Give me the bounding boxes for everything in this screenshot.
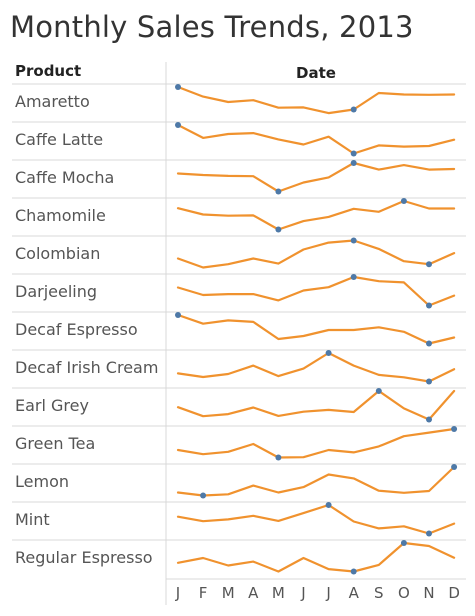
row-label: Green Tea [15,434,96,453]
extreme-marker [426,530,432,537]
x-tick-label: O [398,584,410,602]
row-label: Decaf Irish Cream [15,358,159,377]
chart-title: Monthly Sales Trends, 2013 [10,10,414,44]
extreme-marker [275,188,282,195]
x-tick-label: J [175,584,180,602]
x-tick-label: M [222,584,235,602]
extreme-marker [325,350,332,356]
row-label: Lemon [15,472,69,491]
extreme-marker [175,84,181,90]
extreme-marker [350,568,357,575]
x-tick-label: D [448,584,460,602]
row-label: Colombian [15,244,101,263]
extreme-marker [350,150,357,157]
row-label: Caffe Latte [15,130,104,149]
extreme-marker [350,160,357,166]
extreme-marker [426,302,432,309]
series-line [176,541,456,573]
column-header: Date [296,64,336,82]
extreme-marker [400,540,407,546]
series-line [176,503,456,535]
series-line [176,239,456,269]
extreme-marker [451,464,458,470]
x-tick-label: N [423,584,434,602]
series-line [176,123,456,155]
extreme-marker [426,378,432,385]
extreme-marker [200,492,207,499]
series-line [176,351,456,383]
row-label: Darjeeling [15,282,98,301]
row-label: Caffe Mocha [15,168,115,187]
x-tick-label: A [248,584,259,602]
extreme-marker [350,106,357,113]
row-label: Mint [15,510,50,529]
series-line [176,389,456,421]
row-header: Product [15,62,82,80]
row-label: Earl Grey [15,396,89,415]
row-label: Chamomile [15,206,106,225]
extreme-marker [400,198,407,204]
series-line [176,427,456,459]
series-line [176,313,456,345]
series-line [176,275,456,307]
extreme-marker [375,388,382,394]
extreme-marker [175,312,181,318]
extreme-marker [275,454,282,461]
series-line [176,85,456,115]
series-line [176,465,456,497]
extreme-marker [426,261,432,268]
x-tick-label: J [300,584,305,602]
extreme-marker [350,274,357,280]
x-tick-label: S [374,584,384,602]
extreme-marker [275,226,282,233]
series-line [176,199,456,231]
row-label: Decaf Espresso [15,320,138,339]
row-label: Amaretto [15,92,90,111]
x-tick-label: A [349,584,360,602]
extreme-marker [426,416,432,423]
x-tick-label: M [272,584,285,602]
extreme-marker [325,502,332,508]
extreme-marker [426,340,432,347]
extreme-marker [350,237,357,244]
extreme-marker [175,122,181,128]
series-line [176,161,456,193]
x-tick-label: J [325,584,330,602]
row-label: Regular Espresso [15,548,153,567]
x-tick-label: F [199,584,208,602]
extreme-marker [451,426,458,432]
